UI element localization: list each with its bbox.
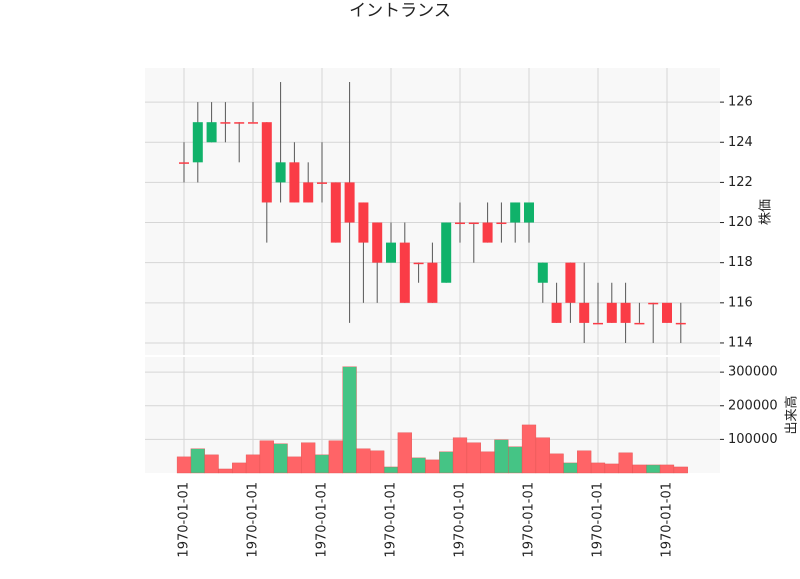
volume-bar	[218, 468, 233, 474]
volume-tick-label: 200000	[728, 398, 778, 413]
chart-title: イントランス	[349, 1, 451, 21]
volume-bar	[301, 442, 316, 474]
candle-body	[675, 322, 686, 325]
candle-body	[303, 182, 314, 203]
volume-bar	[508, 446, 523, 474]
x-tick-label: 1970-01-01	[522, 482, 537, 558]
candle-body	[317, 182, 327, 184]
candle-body	[565, 262, 576, 303]
y-tick-label: 114	[728, 335, 753, 350]
volume-bar	[466, 442, 481, 474]
volume-bar	[618, 452, 633, 474]
candle-body	[399, 242, 410, 303]
candle-body	[192, 122, 203, 163]
candle-body	[662, 302, 672, 323]
price-panel	[145, 68, 720, 355]
candle-body	[441, 222, 452, 283]
volume-panel	[145, 357, 720, 473]
volume-bar	[549, 453, 564, 474]
volume-bar	[259, 440, 274, 474]
volume-bar	[604, 463, 619, 474]
volume-tick-label: 300000	[728, 365, 778, 380]
candle-body	[206, 122, 217, 143]
volume-bar	[328, 440, 343, 474]
volume-bar	[521, 424, 537, 474]
volume-bar	[190, 448, 205, 474]
volume-tick-label: 100000	[728, 432, 778, 447]
candle-body	[330, 182, 341, 243]
candle-body	[468, 222, 479, 225]
x-tick-label: 1970-01-01	[591, 482, 606, 558]
volume-bar	[646, 464, 661, 474]
x-tick-label: 1970-01-01	[315, 482, 330, 558]
volume-bar	[314, 454, 330, 474]
volume-bar	[563, 462, 578, 474]
volume-bar	[632, 464, 647, 474]
volume-bar	[245, 454, 261, 474]
candle-body	[482, 222, 493, 243]
candle-body	[358, 202, 369, 243]
volume-axis-label: 出来高	[784, 395, 800, 434]
candle-body	[289, 162, 300, 203]
volume-bar	[370, 450, 385, 474]
volume-bar	[494, 439, 509, 474]
volume-bar	[356, 448, 371, 474]
candle-body	[372, 222, 383, 263]
volume-bar	[452, 437, 468, 474]
volume-bar	[577, 450, 592, 474]
volume-bar	[673, 466, 688, 474]
candle-body	[248, 122, 258, 124]
volume-bar	[383, 466, 399, 474]
y-tick-label: 116	[728, 295, 753, 310]
candle-body	[606, 302, 617, 323]
candle-body	[593, 322, 603, 325]
volume-bar	[411, 457, 426, 474]
volume-bar	[480, 451, 495, 474]
x-tick-label: 1970-01-01	[660, 482, 675, 558]
candle-body	[220, 122, 231, 124]
y-tick-label: 120	[728, 215, 753, 230]
candle-body	[620, 302, 631, 323]
candle-body	[551, 302, 562, 323]
candle-body	[524, 202, 534, 223]
volume-bar	[425, 459, 440, 474]
candle-body	[275, 162, 286, 183]
candle-body	[648, 302, 659, 305]
candle-body	[510, 202, 521, 223]
candle-body	[413, 262, 424, 265]
x-tick-label: 1970-01-01	[453, 482, 468, 558]
volume-bar	[439, 451, 454, 474]
volume-bar	[204, 454, 219, 474]
y-tick-label: 126	[728, 95, 753, 110]
candle-body	[537, 262, 548, 283]
volume-bar	[397, 432, 412, 474]
candle-body	[261, 122, 272, 203]
volume-bar	[232, 462, 247, 474]
volume-bar	[342, 366, 357, 474]
candle-body	[386, 242, 396, 263]
x-tick-label: 1970-01-01	[384, 482, 399, 558]
y-tick-label: 122	[728, 175, 753, 190]
x-tick-label: 1970-01-01	[246, 482, 261, 558]
x-tick-label: 1970-01-01	[177, 482, 192, 558]
candle-body	[179, 162, 189, 164]
candle-body	[427, 262, 438, 303]
y-tick-label: 118	[728, 255, 753, 270]
volume-bar	[273, 443, 288, 474]
candle-body	[496, 222, 507, 225]
volume-bar	[535, 437, 550, 474]
candle-body	[455, 222, 465, 225]
candle-body	[579, 302, 590, 323]
candle-body	[234, 122, 245, 124]
candle-body	[344, 182, 355, 223]
volume-bar	[287, 456, 302, 474]
volume-bar	[590, 462, 606, 474]
volume-bar	[176, 456, 192, 474]
y-tick-label: 124	[728, 135, 753, 150]
volume-bar	[659, 464, 675, 474]
y-axis-label: 株価	[759, 199, 774, 225]
candle-body	[634, 322, 645, 325]
